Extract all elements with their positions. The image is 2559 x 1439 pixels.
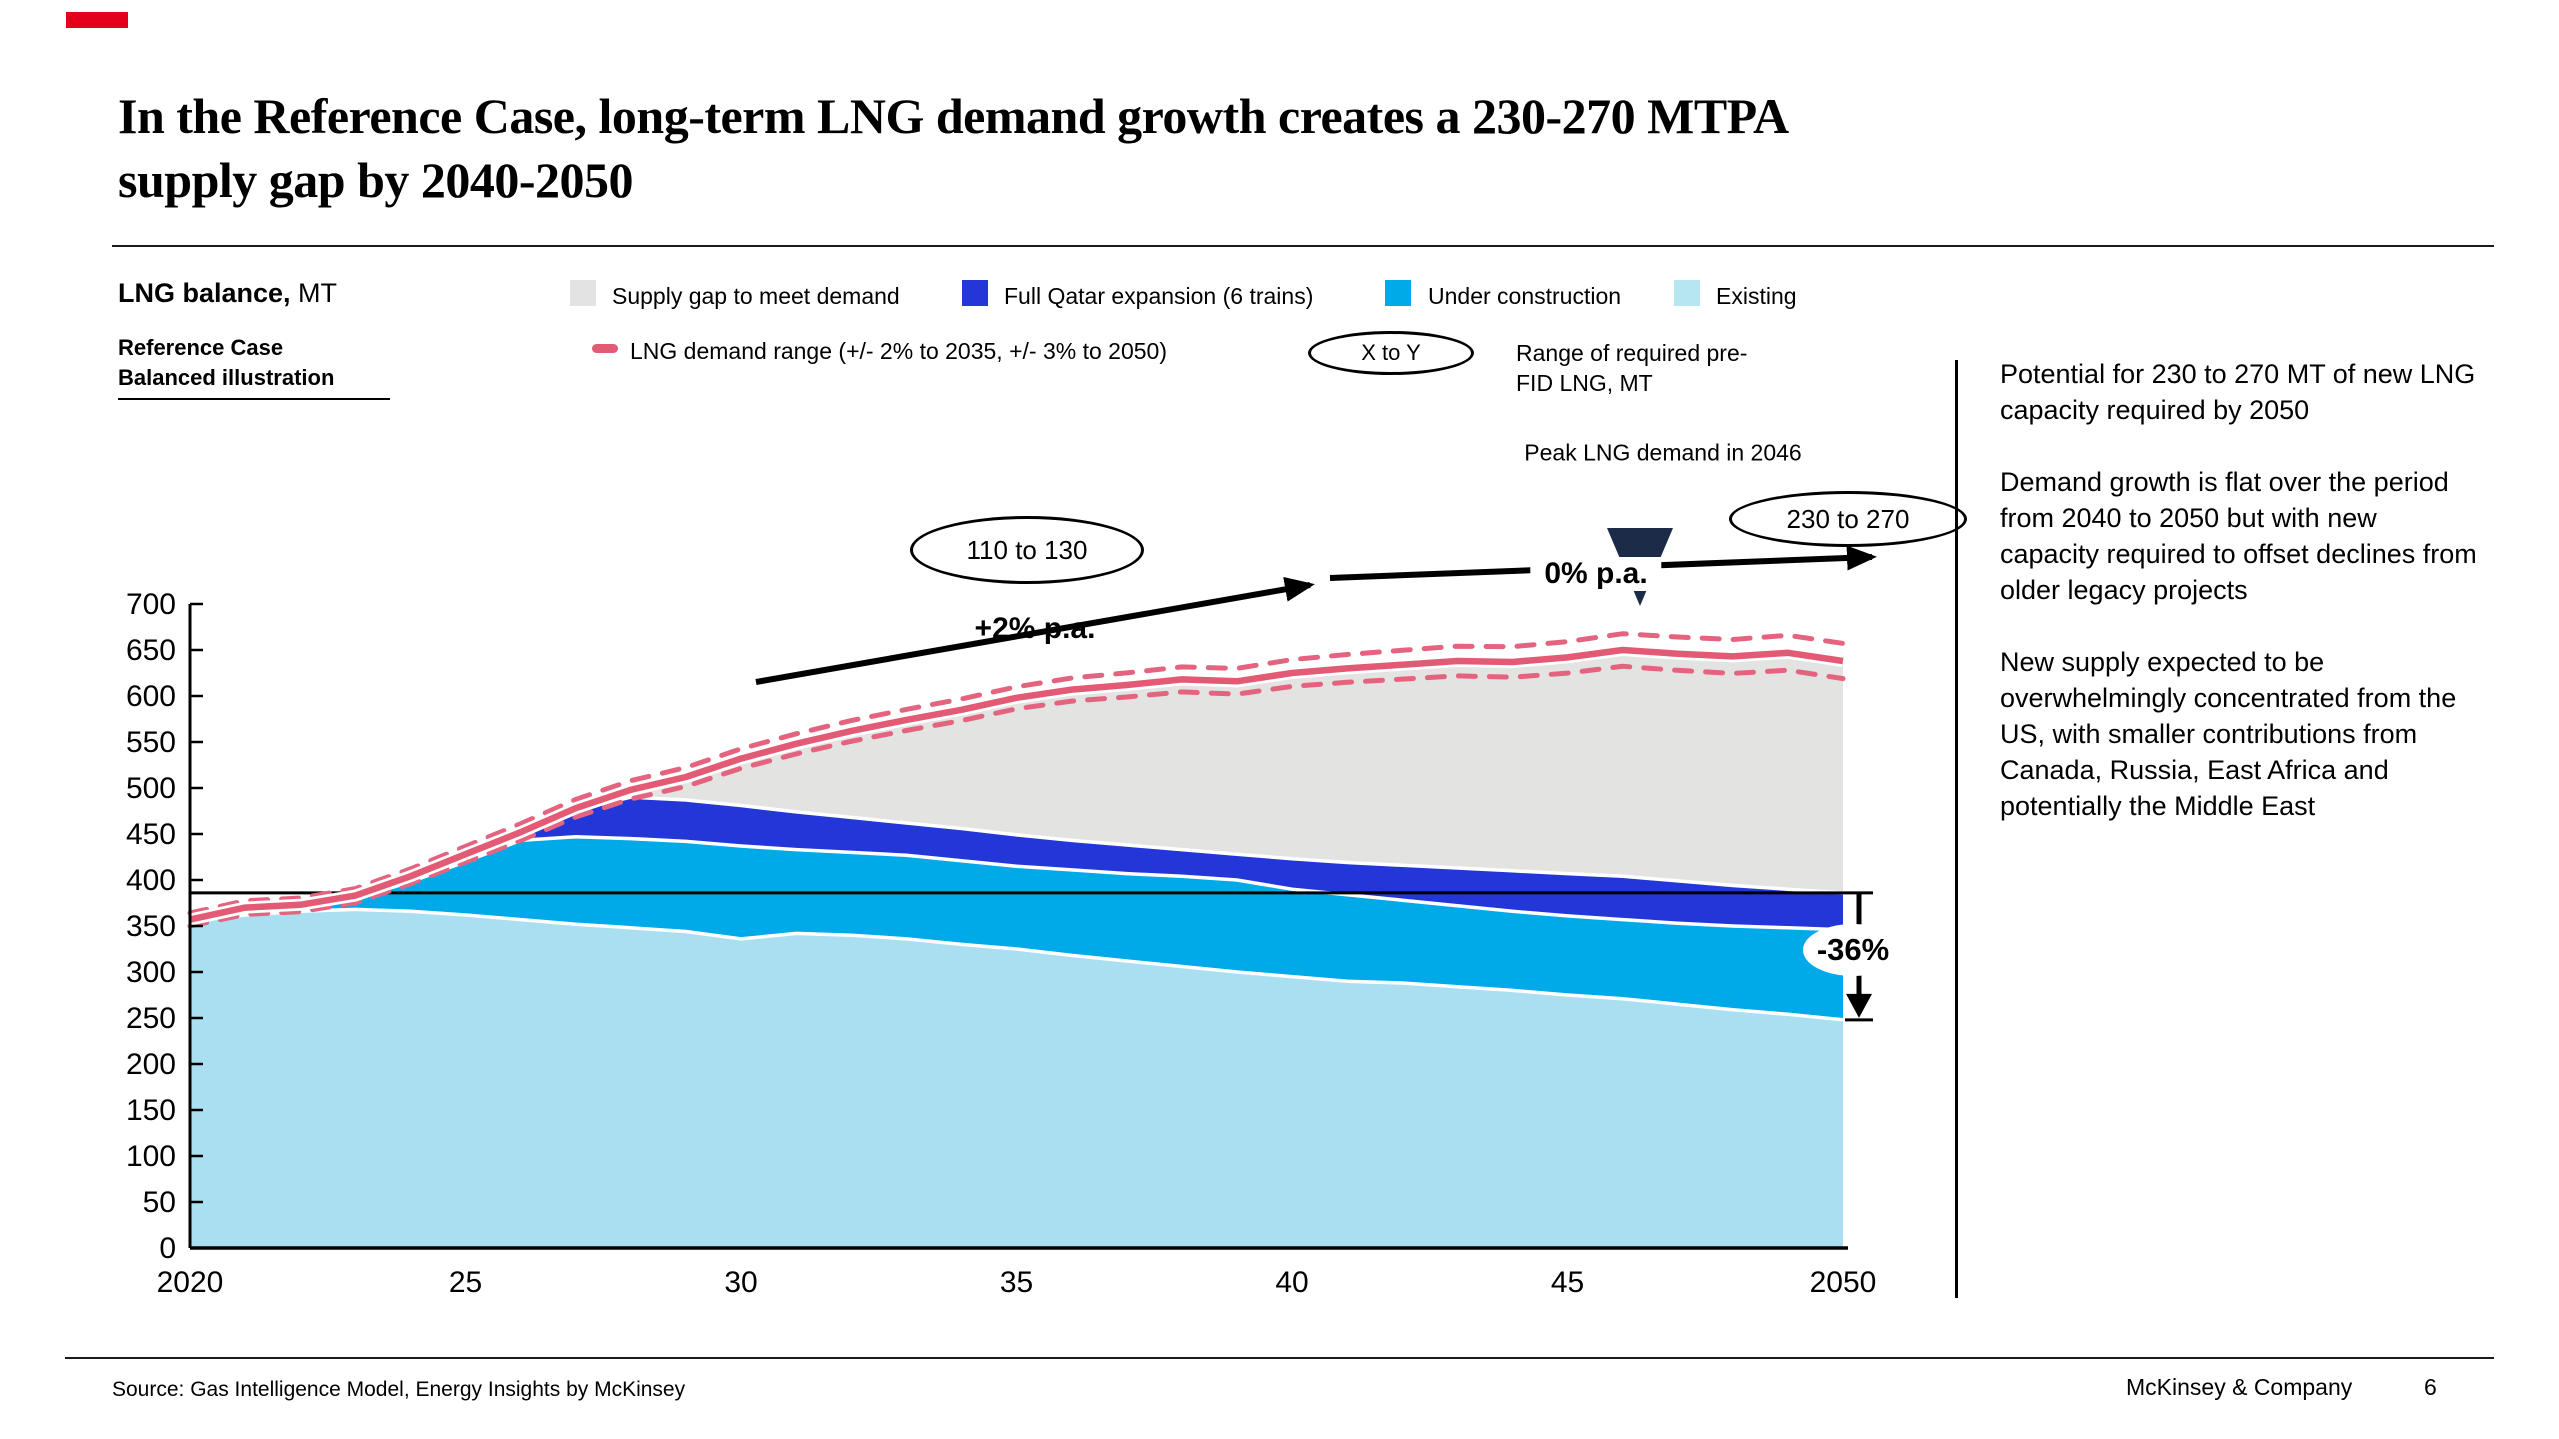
- decline-arrowhead: [1846, 993, 1872, 1018]
- side-panel: Potential for 230 to 270 MT of new LNG c…: [2000, 356, 2480, 860]
- svg-text:450: 450: [126, 818, 176, 851]
- chart-subtitle1: Reference Case: [118, 335, 284, 360]
- footer-divider: [65, 1357, 2494, 1359]
- chart-title-unit: MT: [290, 278, 338, 308]
- legend-swatch-qatar: [962, 280, 988, 306]
- svg-text:600: 600: [126, 680, 176, 713]
- legend-range-caption: Range of required pre- FID LNG, MT: [1516, 338, 1747, 398]
- demand-lower-bound: [187, 663, 1846, 929]
- svg-text:30: 30: [724, 1266, 757, 1299]
- area-existing: [190, 909, 1843, 1248]
- gap-2050-oval: 230 to 270: [1729, 491, 1967, 547]
- page-number: 6: [2424, 1374, 2437, 1400]
- gap-2035-value: 110 to 130: [966, 534, 1088, 565]
- chart-title: LNG balance, MT: [118, 278, 337, 309]
- legend-range-caption-line2: FID LNG, MT: [1516, 370, 1653, 396]
- legend-label-under-construction: Under construction: [1428, 283, 1622, 309]
- area-qatar: [190, 797, 1843, 930]
- source-note: Source: Gas Intelligence Model, Energy I…: [112, 1378, 686, 1401]
- svg-text:550: 550: [126, 726, 176, 759]
- area-under-construction: [190, 836, 1843, 1020]
- chart-title-bold: LNG balance,: [118, 278, 291, 308]
- brand-label: McKinsey & Company: [2126, 1374, 2353, 1400]
- growth-arrow-2pct: [755, 576, 1315, 685]
- svg-text:45: 45: [1551, 1266, 1584, 1299]
- gap-2035-oval: 110 to 130: [910, 516, 1144, 584]
- svg-text:25: 25: [449, 1266, 482, 1299]
- decline-pct-label: -36%: [1816, 932, 1890, 967]
- legend-range-oval-label: X to Y: [1361, 340, 1421, 365]
- legend-swatch-under-construction: [1385, 280, 1411, 306]
- gap-2050-value: 230 to 270: [1786, 503, 1910, 534]
- growth-rate-label-2pct: +2% p.a.: [974, 612, 1096, 645]
- legend-range-oval: X to Y: [1308, 331, 1474, 375]
- legend-label-supply-gap: Supply gap to meet demand: [612, 283, 900, 309]
- demand-upper-bound: [187, 631, 1846, 916]
- svg-text:200: 200: [126, 1048, 176, 1081]
- legend-swatch-supply-gap: [570, 280, 596, 306]
- legend-label-demand-line: LNG demand range (+/- 2% to 2035, +/- 3%…: [630, 338, 1167, 364]
- demand-line: [189, 646, 1844, 923]
- chart-subtitle2: Balanced illustration: [118, 365, 335, 390]
- svg-text:700: 700: [126, 588, 176, 621]
- svg-text:350: 350: [126, 910, 176, 943]
- legend-range-caption-line1: Range of required pre-: [1516, 340, 1748, 366]
- page-title: In the Reference Case, long-term LNG dem…: [118, 84, 1789, 212]
- svg-text:100: 100: [126, 1140, 176, 1173]
- side-panel-paragraph-2: Demand growth is flat over the period fr…: [2000, 467, 2477, 605]
- svg-text:250: 250: [126, 1002, 176, 1035]
- side-panel-paragraph-3: New supply expected to be overwhelmingly…: [2000, 647, 2457, 821]
- svg-text:300: 300: [126, 956, 176, 989]
- header-divider: [112, 245, 2494, 247]
- area-supply-gap: [190, 650, 1843, 922]
- svg-text:40: 40: [1275, 1266, 1308, 1299]
- legend-swatch-existing: [1674, 280, 1700, 306]
- growth-rate-label-0pct: 0% p.a.: [1530, 557, 1662, 591]
- decline-bubble: [1803, 924, 1903, 976]
- legend-label-qatar: Full Qatar expansion (6 trains): [1004, 283, 1314, 309]
- svg-text:0: 0: [159, 1232, 176, 1265]
- svg-text:650: 650: [126, 634, 176, 667]
- peak-demand-label: Peak LNG demand in 2046: [1524, 439, 1802, 466]
- side-panel-divider: [1955, 360, 1958, 1298]
- legend-swatch-demand-line: [592, 344, 618, 353]
- accent-dash: [66, 12, 128, 28]
- chart-subtitle-underline: [118, 398, 390, 400]
- side-panel-paragraph-1: Potential for 230 to 270 MT of new LNG c…: [2000, 359, 2476, 425]
- page-title-line1: In the Reference Case, long-term LNG dem…: [118, 88, 1789, 144]
- svg-text:500: 500: [126, 772, 176, 805]
- legend-label-existing: Existing: [1716, 283, 1797, 309]
- svg-text:150: 150: [126, 1094, 176, 1127]
- svg-text:35: 35: [1000, 1266, 1033, 1299]
- svg-text:50: 50: [143, 1186, 176, 1219]
- svg-text:400: 400: [126, 864, 176, 897]
- svg-text:2020: 2020: [157, 1266, 224, 1299]
- svg-text:2050: 2050: [1810, 1266, 1877, 1299]
- page-title-line2: supply gap by 2040-2050: [118, 152, 634, 208]
